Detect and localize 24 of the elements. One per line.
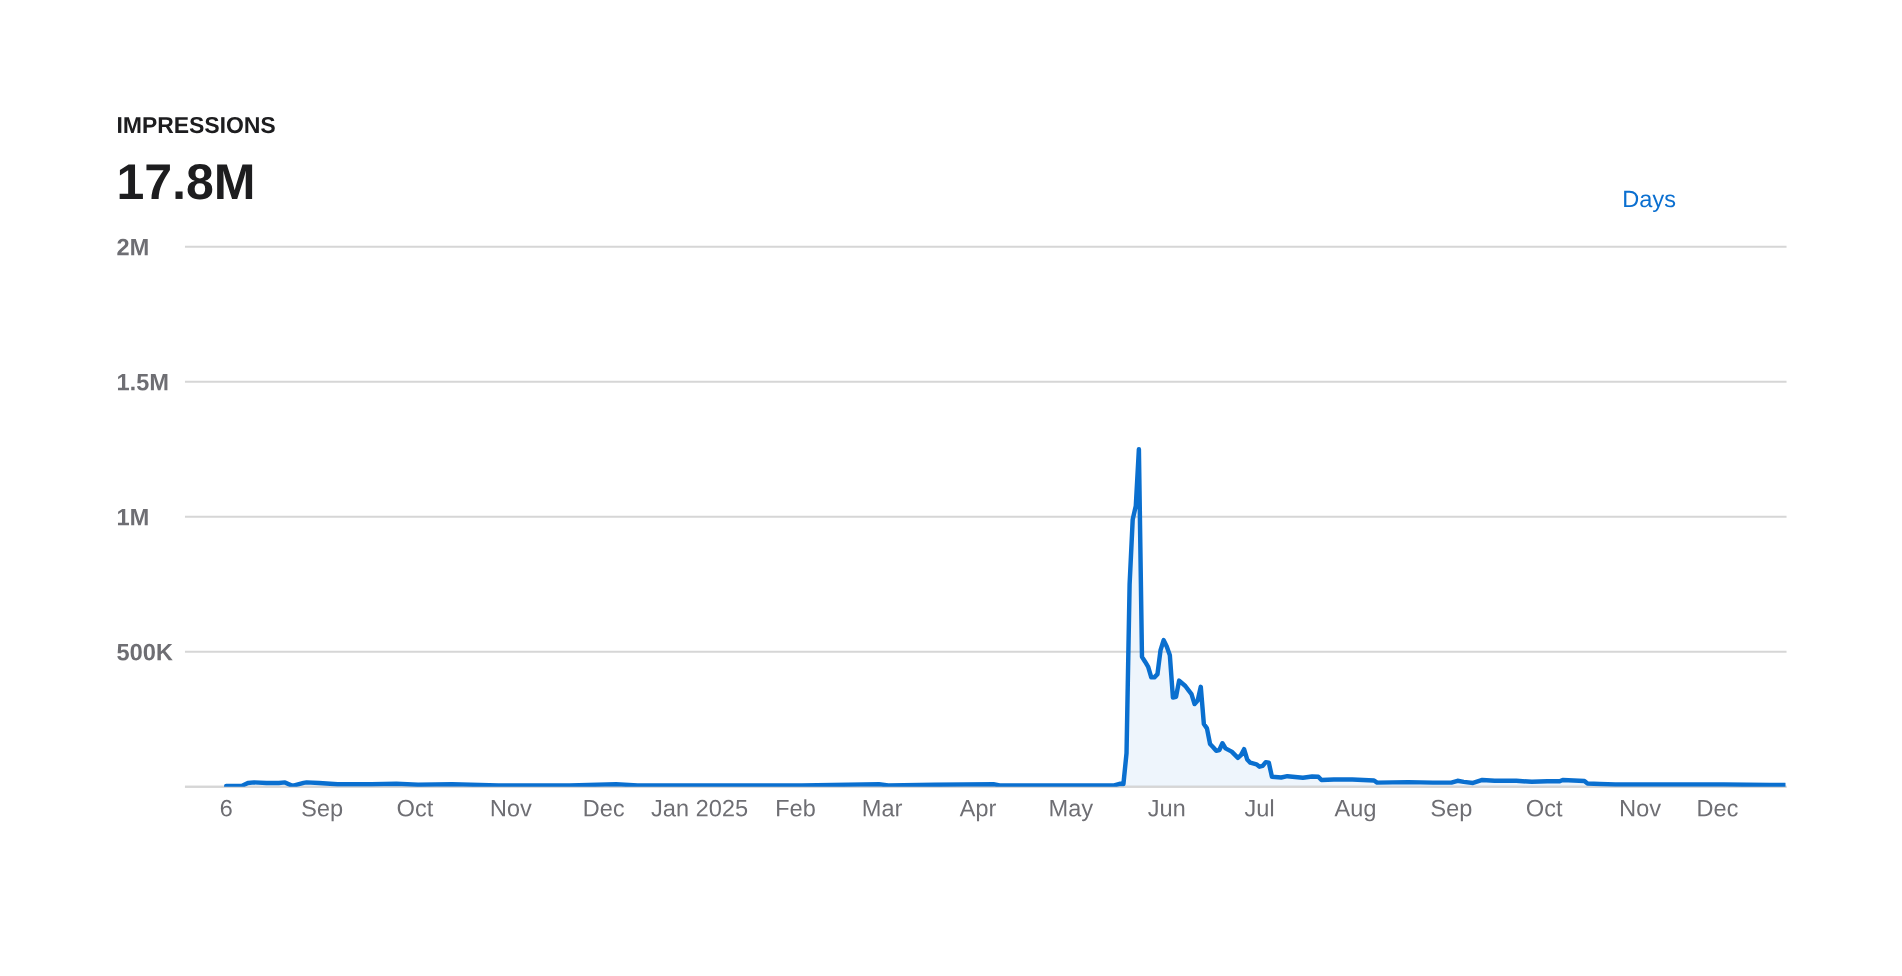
y-tick-label: 1M [117, 509, 148, 526]
x-tick-label: Nov [1621, 800, 1661, 817]
x-tick-label: Dec [584, 800, 625, 817]
x-tick-label: Oct [397, 799, 434, 817]
y-tick-label: 2M [117, 238, 148, 256]
x-tick-label: Jul [1244, 799, 1274, 817]
x-tick-label: Apr [959, 800, 996, 822]
chart-title: IMPRESSIONS [118, 116, 275, 134]
y-tick-label: 1.5M [117, 374, 168, 391]
x-tick-label: Jun [1148, 800, 1185, 817]
chart-subtitle: 17.8M [119, 164, 253, 200]
x-tick-label: 6 [220, 799, 232, 817]
x-tick-label: Jan 2025 [651, 799, 748, 817]
x-tick-label: Nov [491, 800, 532, 817]
x-tick-label: Dec [1698, 800, 1738, 817]
x-tick-label: Mar [863, 800, 903, 817]
x-tick-label: Feb [777, 799, 815, 817]
x-tick-label: Sep [302, 799, 343, 822]
x-tick-label: Oct [1526, 799, 1563, 817]
x-tick-label: Aug [1334, 800, 1375, 822]
x-tick-label: May [1050, 800, 1094, 822]
x-tick-label: Sep [1431, 799, 1472, 822]
y-tick-label: 500K [117, 643, 173, 661]
text: Days [1624, 190, 1676, 212]
